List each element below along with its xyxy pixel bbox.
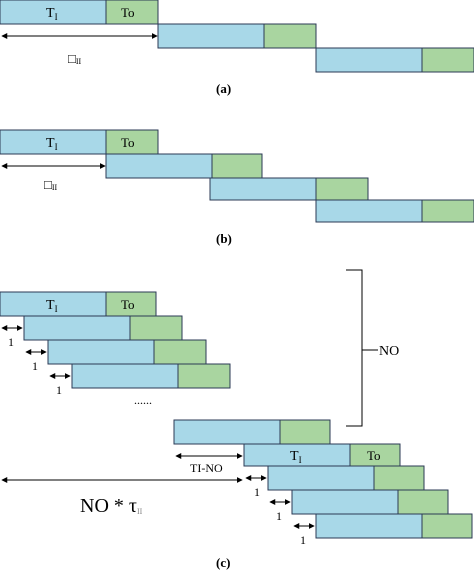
input-block-a2 (157, 23, 265, 49)
output-block-c7 (373, 465, 425, 491)
ti-label-c2: TI (290, 449, 302, 465)
input-block-c5 (173, 419, 281, 445)
input-block-a3 (315, 47, 423, 73)
panel-c-upper: TI To 1 1 1 ...... NO (0, 269, 399, 427)
output-block-b4 (421, 199, 474, 223)
tau-label-a: □II (68, 51, 82, 66)
input-block-b4 (315, 199, 423, 223)
output-block-a2 (263, 23, 317, 49)
output-block-a1 (105, 0, 159, 25)
output-block-c8 (397, 489, 449, 515)
output-block-c4 (177, 363, 231, 389)
ti-no-label: TI-NO (190, 461, 223, 475)
input-block-c9 (315, 513, 423, 539)
to-label-b: To (121, 135, 135, 150)
caption-c: (c) (216, 555, 230, 570)
no-tau-label: NO * τII (80, 495, 143, 517)
input-block-b3 (209, 177, 317, 201)
panel-c-lower: TI To TI-NO NO * τII 1 1 1 (c) (1, 419, 473, 570)
tau-label-b: □II (44, 177, 58, 192)
output-block-a3 (421, 47, 474, 73)
input-block-c3 (47, 339, 155, 365)
output-block-c2 (129, 315, 183, 341)
no-label: NO (379, 344, 399, 359)
output-block-c9 (421, 513, 473, 539)
offset-label-c6: 1 (300, 533, 306, 547)
group-bracket (346, 269, 363, 427)
caption-b: (b) (216, 231, 232, 246)
output-block-c5 (279, 419, 331, 445)
input-block-c2 (23, 315, 131, 341)
offset-label-c5: 1 (276, 509, 282, 523)
input-block-c4 (71, 363, 179, 389)
caption-a: (a) (216, 81, 231, 96)
ti-label-b: TI (46, 136, 58, 152)
panel-a: TI To □II (a) (0, 0, 474, 96)
to-label-c1: To (121, 297, 135, 312)
to-label-c2: To (367, 448, 381, 463)
ellipsis-label: ...... (134, 393, 152, 407)
offset-label-c3: 1 (56, 383, 62, 397)
output-block-c1 (105, 291, 157, 317)
offset-label-c4: 1 (254, 485, 260, 499)
ti-label-a: TI (46, 6, 58, 22)
input-block-c8 (291, 489, 399, 515)
output-block-c3 (153, 339, 207, 365)
ti-label-c1: TI (46, 298, 58, 314)
offset-label-c1: 1 (8, 335, 14, 349)
to-label-a: To (121, 5, 135, 20)
input-block-c7 (267, 465, 375, 491)
output-block-b2 (211, 153, 263, 179)
offset-label-c2: 1 (32, 359, 38, 373)
input-block-b2 (105, 153, 213, 179)
output-block-b3 (315, 177, 369, 201)
panel-b: TI To □II (b) (0, 129, 474, 246)
